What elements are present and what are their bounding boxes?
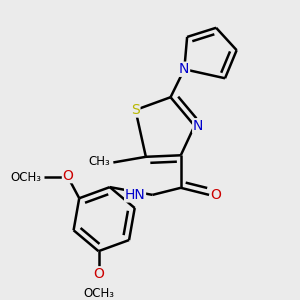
Text: S: S [131,103,140,117]
Text: HN: HN [125,188,146,202]
Text: CH₃: CH₃ [89,154,110,167]
Text: OCH₃: OCH₃ [83,287,114,300]
Text: OCH₃: OCH₃ [10,170,41,184]
Text: N: N [179,62,190,76]
Text: O: O [93,267,104,281]
Text: O: O [62,169,74,183]
Text: N: N [193,119,203,133]
Text: O: O [211,188,222,202]
